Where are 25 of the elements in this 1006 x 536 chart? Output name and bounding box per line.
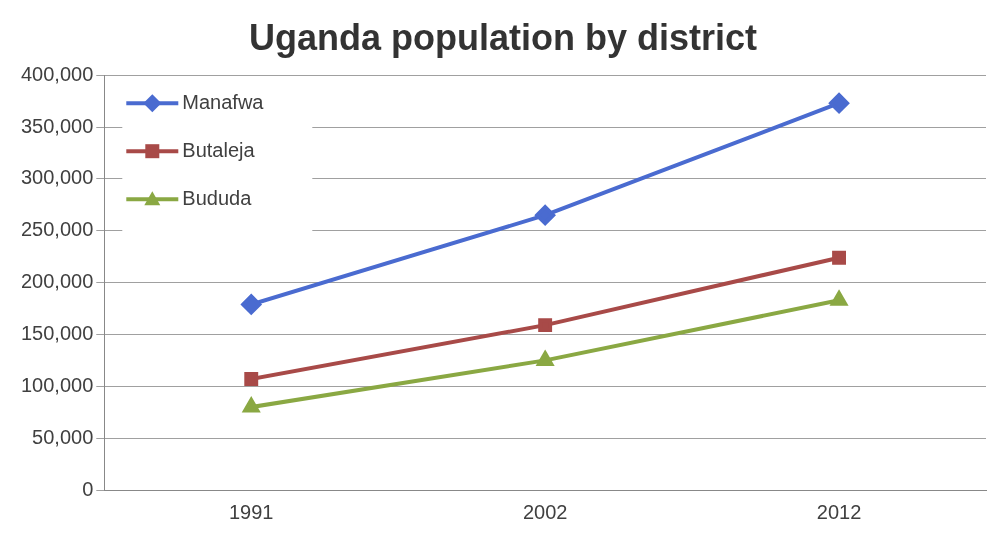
y-tick-label: 250,000 xyxy=(21,218,94,241)
y-tick-label: 100,000 xyxy=(21,373,94,396)
point xyxy=(830,291,848,306)
y-tick-label: 50,000 xyxy=(32,425,94,448)
point xyxy=(241,294,262,315)
y-tick-label: 300,000 xyxy=(21,166,94,189)
point xyxy=(829,93,850,114)
y-tick-label: 0 xyxy=(82,477,94,500)
y-tick-label: 400,000 xyxy=(21,62,94,85)
x-tick-label: 2002 xyxy=(522,500,568,523)
y-tick-label: 200,000 xyxy=(21,270,94,293)
chart-title: Uganda population by district xyxy=(248,16,758,58)
y-tick-label: 350,000 xyxy=(21,114,94,137)
point xyxy=(537,351,554,366)
point xyxy=(243,398,260,413)
legend-label: Bududa xyxy=(182,186,253,209)
x-tick-label: 2012 xyxy=(816,500,862,523)
point xyxy=(535,205,556,226)
x-tick-label: 1991 xyxy=(229,500,274,523)
y-tick-label: 150,000 xyxy=(21,321,94,344)
point xyxy=(244,372,259,386)
point xyxy=(832,250,846,265)
legend-label: Manafwa xyxy=(182,90,265,113)
point xyxy=(538,318,553,333)
legend-label: Butaleja xyxy=(182,138,256,161)
